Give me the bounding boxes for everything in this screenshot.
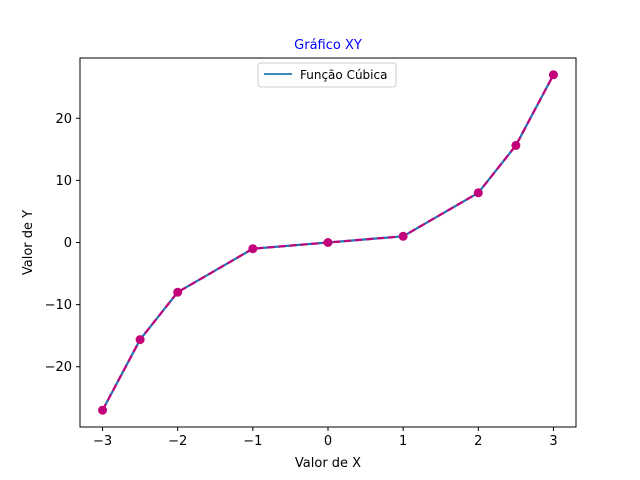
data-point <box>398 231 408 241</box>
x-tick-label: 2 <box>474 434 482 449</box>
x-tick-label: −1 <box>243 434 262 449</box>
y-tick-label: −10 <box>45 298 72 313</box>
x-axis: −3 −2 −1 0 1 2 3 <box>93 427 558 449</box>
x-tick-label: 3 <box>549 434 557 449</box>
data-point <box>323 238 333 247</box>
legend-box <box>257 62 397 88</box>
legend-label: Função Cúbica <box>300 68 387 82</box>
data-point <box>248 244 258 254</box>
data-point <box>511 140 521 150</box>
y-tick-label: 0 <box>64 236 72 251</box>
plot-area <box>98 70 558 415</box>
x-tick-label: −2 <box>168 434 187 449</box>
y-tick-label: 10 <box>55 174 72 189</box>
data-point <box>173 287 183 297</box>
data-point <box>98 405 108 415</box>
x-axis-label: Valor de X <box>295 456 361 471</box>
x-tick-label: 1 <box>399 434 407 449</box>
y-tick-label: 20 <box>55 112 72 127</box>
data-point <box>473 188 483 198</box>
x-tick-label: −3 <box>93 434 112 449</box>
y-tick-label: −20 <box>45 360 72 375</box>
y-axis: −20 −10 0 10 20 <box>45 112 80 375</box>
legend: Função Cúbica <box>257 62 397 88</box>
x-tick-label: 0 <box>324 434 332 449</box>
data-point <box>548 70 558 80</box>
data-point <box>135 335 145 345</box>
chart-title: Gráfico XY <box>294 38 362 53</box>
y-axis-label: Valor de Y <box>21 210 36 275</box>
